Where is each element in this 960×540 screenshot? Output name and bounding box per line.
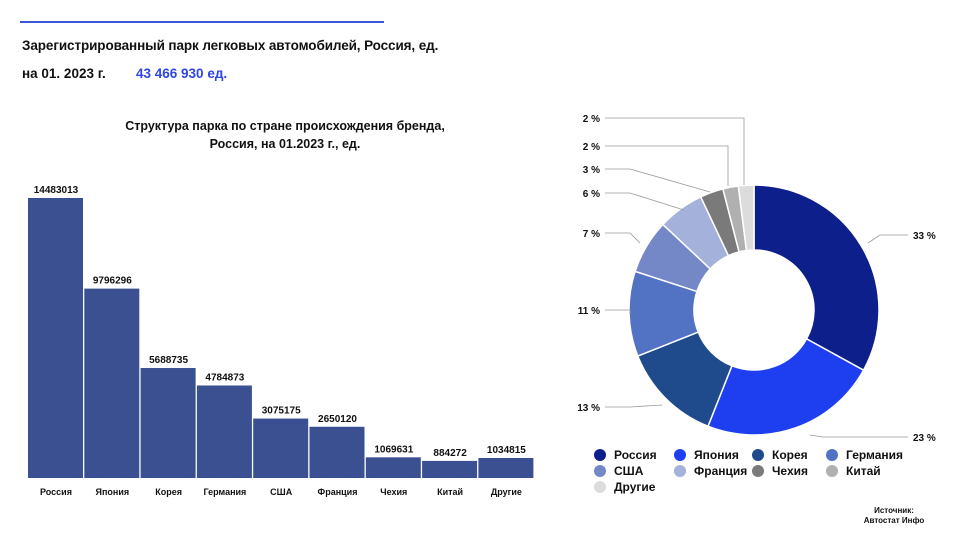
donut-slice-4 (634, 223, 712, 293)
bar-value-label: 884272 (433, 448, 467, 459)
donut-value-label: 2 % (583, 142, 600, 153)
donut-value-label: 13 % (577, 403, 600, 414)
bar-value-label: 3075175 (262, 406, 301, 417)
donut-slice-3 (628, 270, 700, 357)
date-label: на 01. 2023 г. (22, 66, 106, 81)
bar-category-label: Франция (318, 487, 358, 497)
donut-slice-8 (737, 184, 755, 252)
legend-label: Франция (694, 464, 748, 478)
legend-item: Германия (826, 447, 903, 463)
donut-value-label: 11 % (578, 306, 600, 317)
legend-item: Россия (594, 447, 657, 463)
bar-category-label: Германия (204, 487, 247, 497)
donut-slice-5 (661, 195, 730, 270)
donut-leader-line (605, 404, 663, 408)
bar-6 (365, 457, 421, 478)
donut-leader-line (605, 309, 631, 314)
legend-swatch (826, 449, 838, 461)
legend-label: США (614, 464, 644, 478)
bar-category-label: Китай (437, 487, 463, 497)
legend-swatch (594, 481, 606, 493)
donut-value-label: 2 % (583, 114, 600, 125)
source-note: Источник: Автостат Инфо (850, 506, 938, 526)
donut-slice-2 (636, 331, 733, 428)
bar-2 (140, 368, 196, 478)
legend-item: Другие (594, 479, 655, 495)
donut-slice-0 (753, 184, 880, 372)
bar-category-label: Япония (95, 487, 129, 497)
bar-value-label: 5688735 (149, 355, 188, 366)
donut-leader-line (605, 232, 641, 244)
legend-swatch (752, 449, 764, 461)
bar-chart-title-line1: Структура парка по стране происхождения … (125, 119, 445, 133)
bar-category-label: Чехия (380, 487, 407, 497)
donut-slice-7 (722, 185, 748, 253)
donut-value-label: 3 % (583, 165, 600, 176)
page-title: Зарегистрированный парк легковых автомоб… (22, 38, 439, 53)
legend-label: Корея (772, 448, 808, 462)
source-name: Автостат Инфо (863, 516, 925, 525)
legend-swatch (594, 465, 606, 477)
legend-label: Другие (614, 480, 656, 494)
bar-7 (422, 460, 478, 478)
bar-5 (309, 426, 365, 478)
legend-swatch (594, 449, 606, 461)
donut-leader-line (809, 434, 908, 438)
legend-swatch (674, 465, 686, 477)
bar-0 (28, 198, 83, 478)
bar-value-label: 14483013 (34, 185, 79, 196)
legend-item: Корея (752, 447, 808, 463)
source-label: Источник: (874, 506, 914, 515)
legend-label: Япония (694, 448, 739, 462)
header-rule (20, 21, 384, 23)
donut-leader-line (867, 234, 908, 244)
donut-slice-6 (699, 188, 740, 257)
bar-category-label: Корея (155, 487, 182, 497)
legend-item: Япония (674, 447, 739, 463)
donut-leader-line (605, 168, 711, 193)
bar-value-label: 4784873 (205, 372, 244, 383)
bar-4 (253, 418, 309, 478)
bar-1 (84, 288, 140, 478)
bar-value-label: 1034815 (487, 445, 526, 456)
legend-item: Франция (674, 463, 747, 479)
legend-item: Китай (826, 463, 881, 479)
bar-value-label: 1069631 (374, 444, 413, 455)
bar-chart-title-line2: Россия, на 01.2023 г., ед. (209, 137, 361, 151)
donut-value-label: 23 % (913, 433, 936, 444)
bar-category-label: Россия (40, 487, 72, 497)
bar-chart-title: Структура парка по стране происхождения … (70, 117, 500, 153)
donut-leader-line (605, 117, 745, 185)
legend-label: Китай (846, 464, 881, 478)
donut-value-label: 6 % (583, 189, 600, 200)
bar-chart: 14483013 Россия 9796296 Япония 5688735 Корея 4… (28, 185, 534, 497)
bar-value-label: 2650120 (318, 414, 357, 425)
legend-item: Чехия (752, 463, 808, 479)
donut-value-label: 7 % (583, 229, 600, 240)
bar-value-label: 9796296 (93, 276, 132, 287)
legend-swatch (752, 465, 764, 477)
legend-label: Чехия (772, 464, 808, 478)
donut-leader-line (605, 145, 729, 186)
donut-value-label: 33 % (913, 231, 936, 242)
bar-8 (478, 457, 534, 478)
legend-item: США (594, 463, 643, 479)
legend-swatch (674, 449, 686, 461)
donut-leader-line (605, 192, 685, 211)
bar-3 (196, 385, 252, 478)
legend-swatch (826, 465, 838, 477)
legend-label: Россия (614, 448, 657, 462)
total-count: 43 466 930 ед. (136, 66, 228, 81)
donut-slice-1 (707, 337, 865, 436)
legend-label: Германия (846, 448, 904, 462)
bar-category-label: Другие (491, 487, 522, 497)
bar-category-label: США (270, 487, 293, 497)
